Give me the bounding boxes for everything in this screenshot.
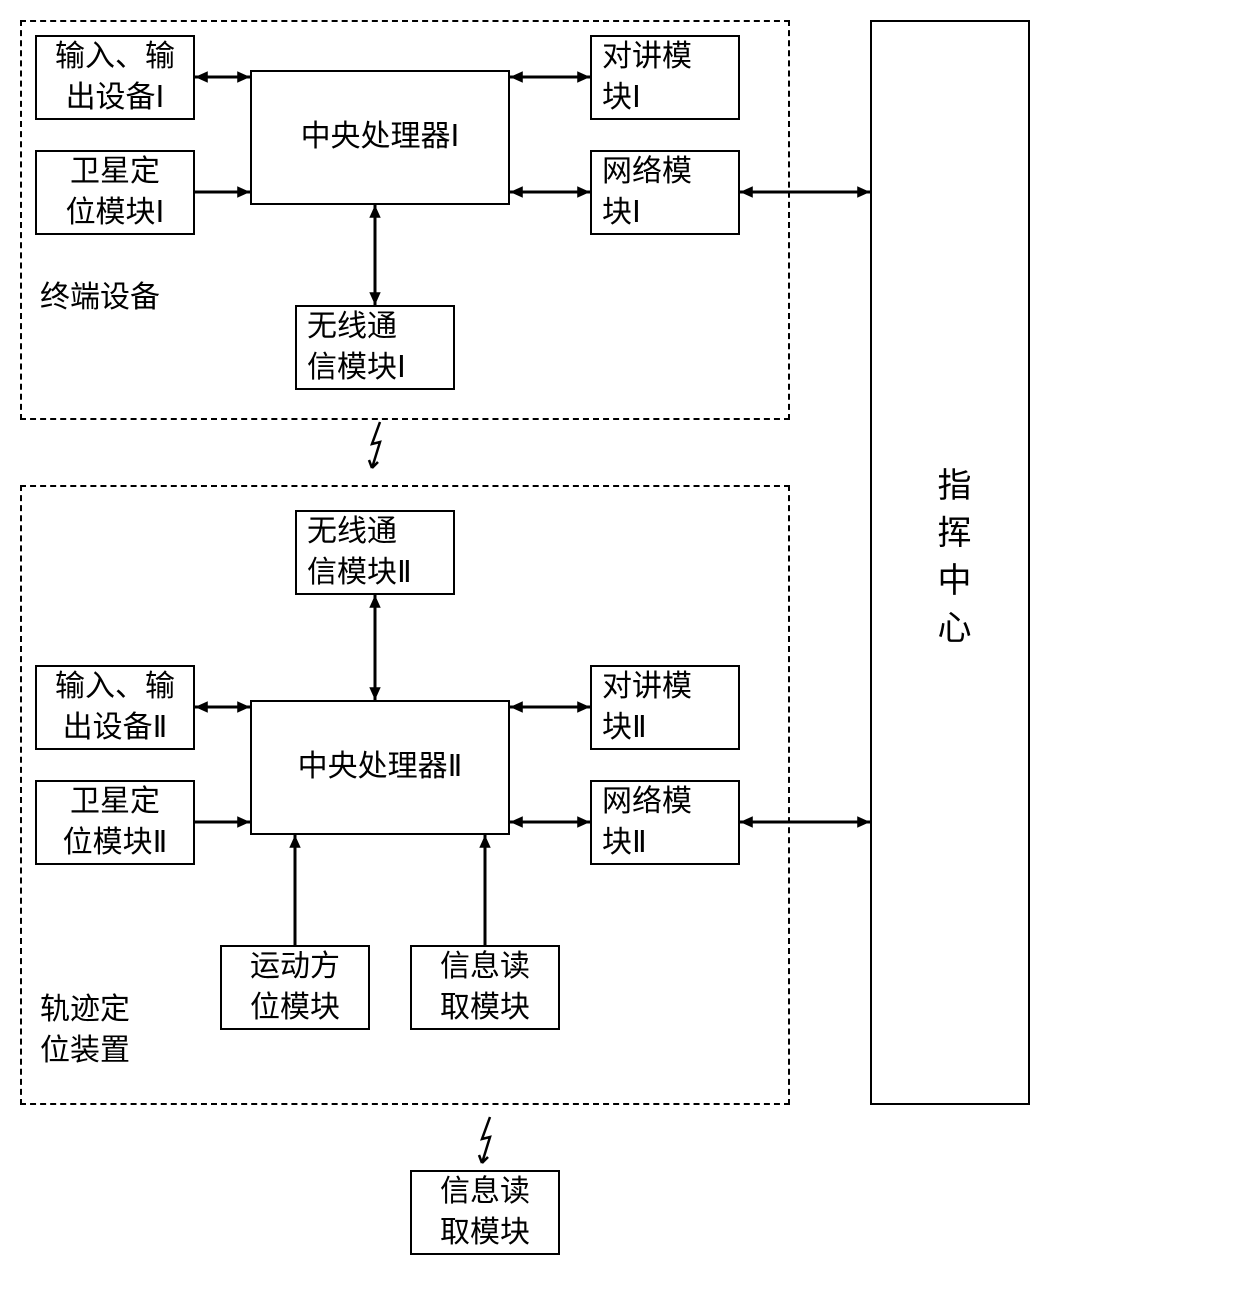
box-talk2: 对讲模块Ⅱ: [590, 665, 740, 750]
box-inforead: 信息读取模块: [410, 945, 560, 1030]
group-terminal-label: 终端设备: [40, 278, 160, 319]
box-net2: 网络模块Ⅱ: [590, 780, 740, 865]
group-track-label: 轨迹定 位装置: [40, 990, 130, 1071]
box-wifi1: 无线通信模块Ⅰ: [295, 305, 455, 390]
box-gps2: 卫星定位模块Ⅱ: [35, 780, 195, 865]
box-io1: 输入、输出设备Ⅰ: [35, 35, 195, 120]
box-cpu1: 中央处理器Ⅰ: [250, 70, 510, 205]
diagram-canvas: 终端设备 轨迹定 位装置 中央处理器Ⅰ 输入、输出设备Ⅰ 卫星定位模块Ⅰ 对讲模…: [0, 0, 1240, 1300]
box-wifi2: 无线通信模块Ⅱ: [295, 510, 455, 595]
box-command-center: 指挥中心: [870, 20, 1030, 1105]
box-talk1: 对讲模块Ⅰ: [590, 35, 740, 120]
lightning-icon: [362, 420, 392, 470]
box-io2: 输入、输出设备Ⅱ: [35, 665, 195, 750]
box-cpu2: 中央处理器Ⅱ: [250, 700, 510, 835]
box-net1: 网络模块Ⅰ: [590, 150, 740, 235]
box-motion: 运动方位模块: [220, 945, 370, 1030]
box-inforead-ext: 信息读取模块: [410, 1170, 560, 1255]
box-gps1: 卫星定位模块Ⅰ: [35, 150, 195, 235]
lightning-icon: [472, 1115, 502, 1165]
